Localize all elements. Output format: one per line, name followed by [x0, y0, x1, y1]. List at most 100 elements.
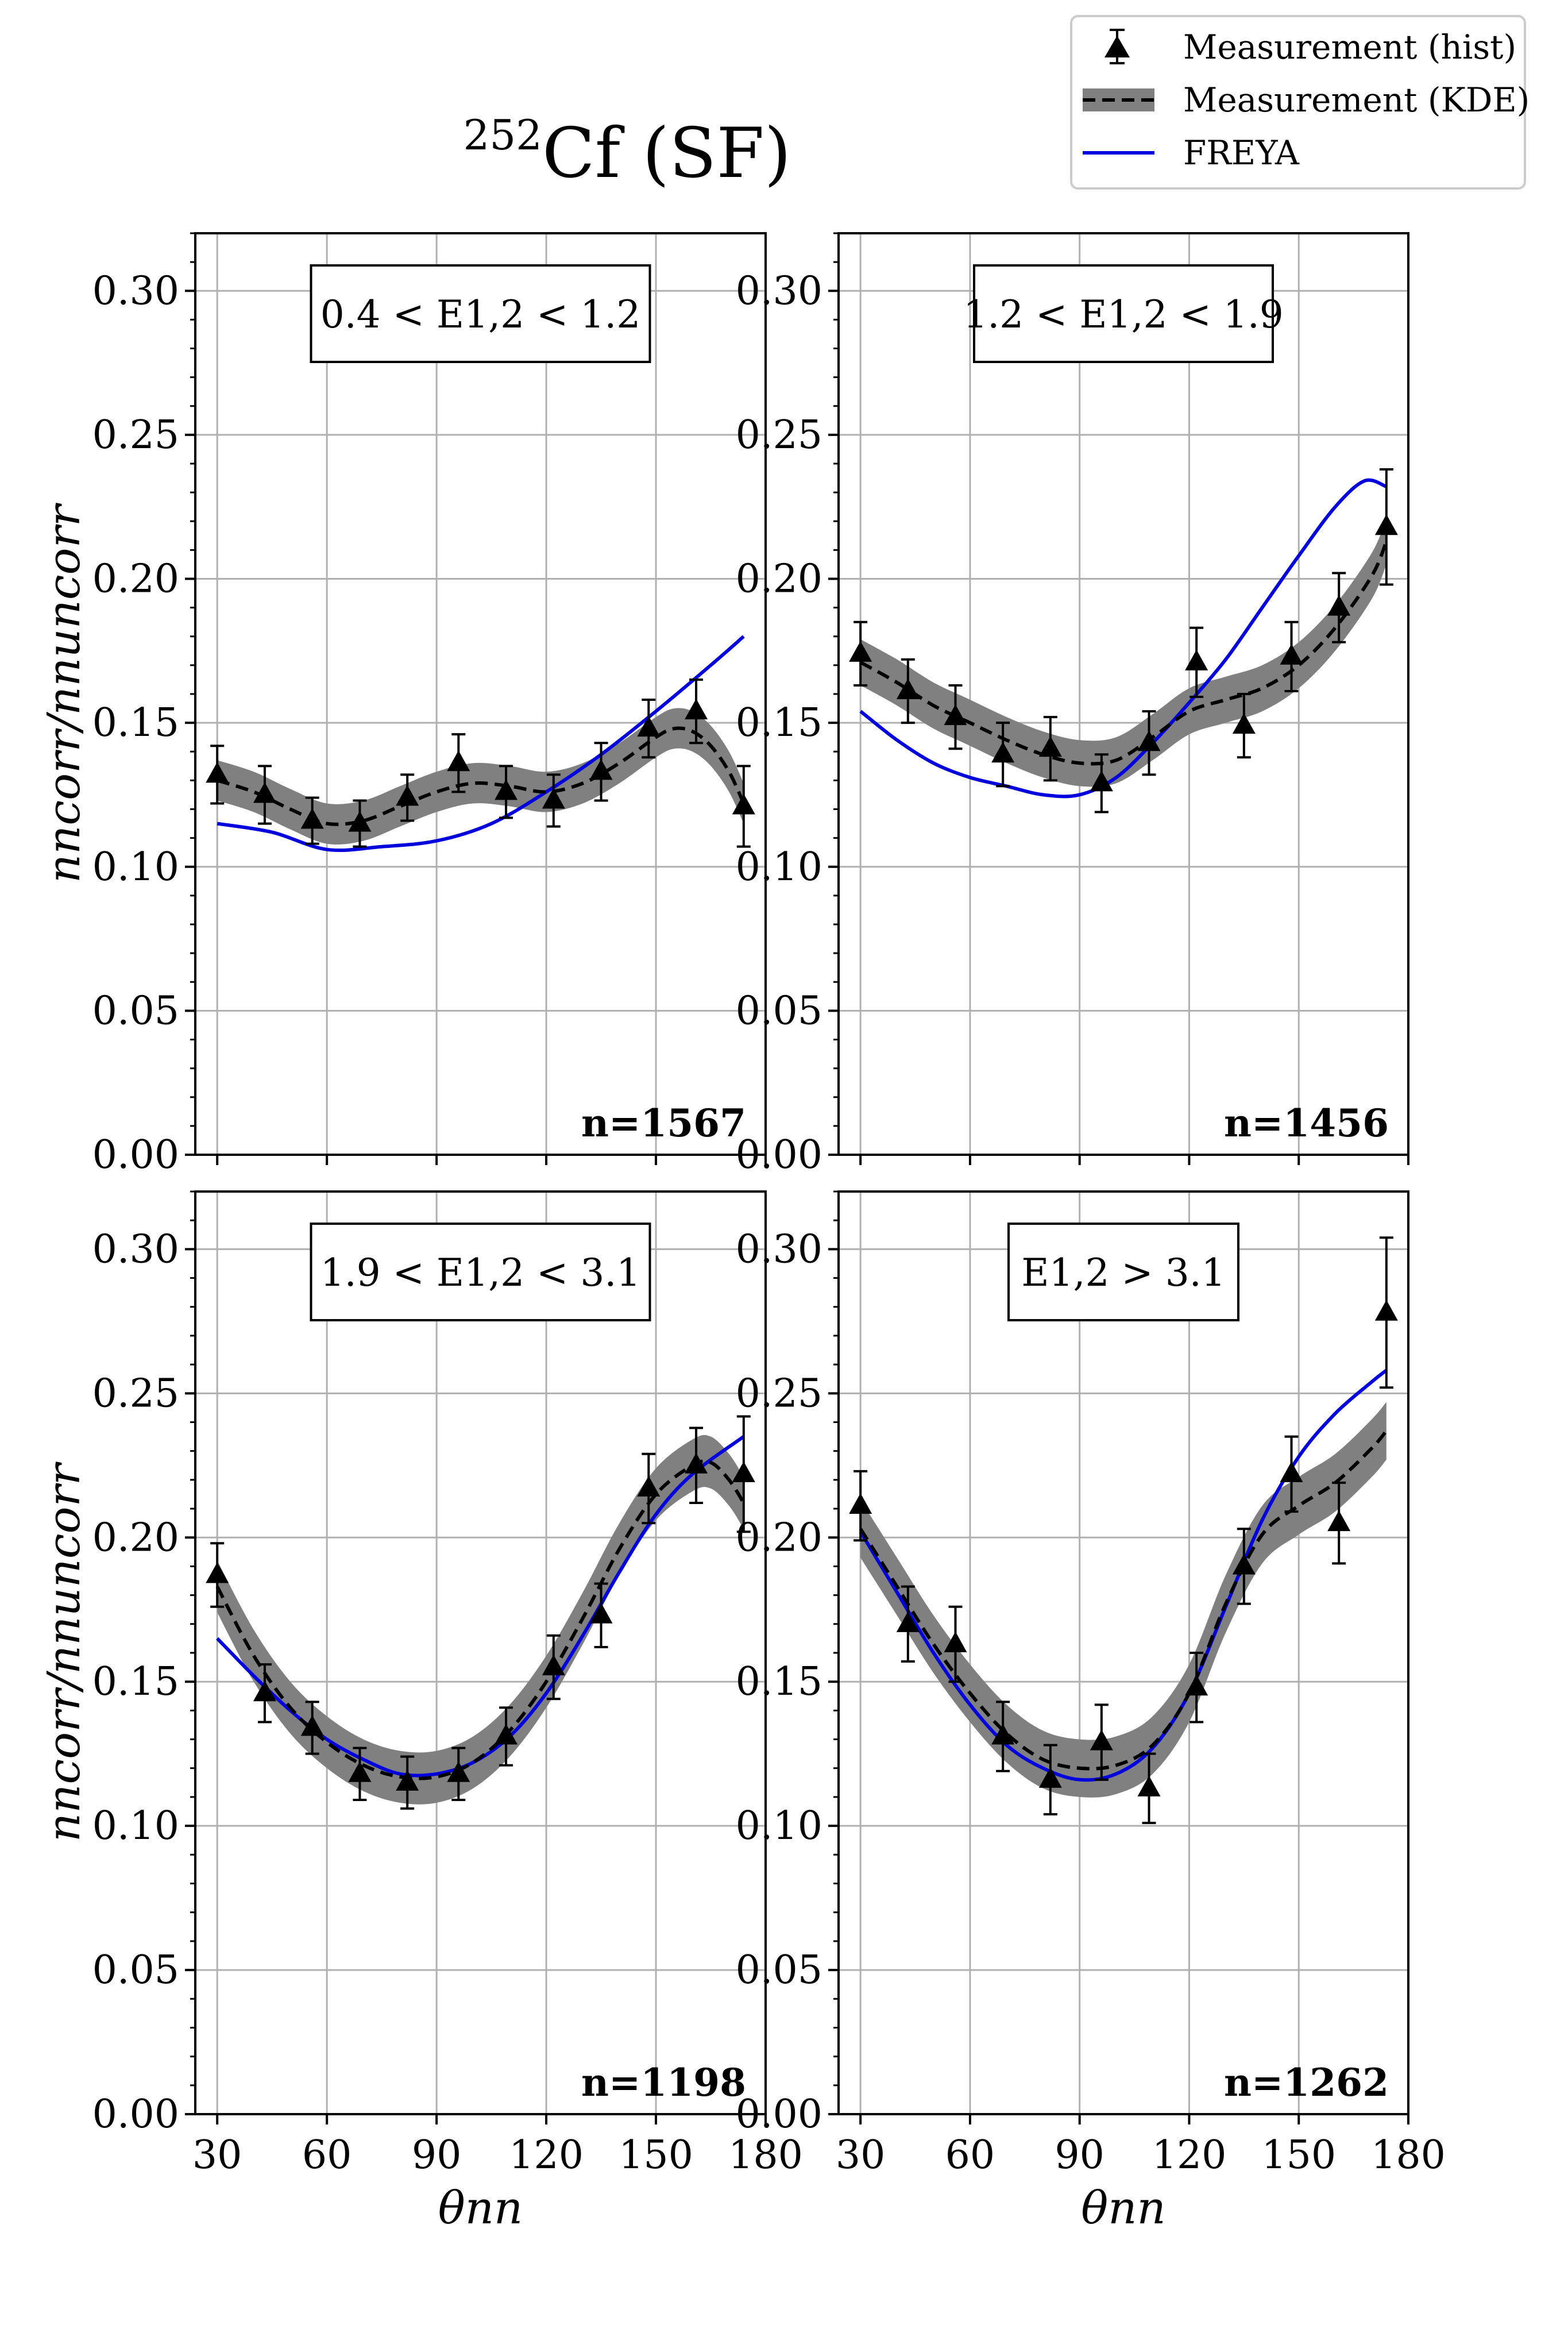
hist-marker: [944, 704, 967, 726]
y-tick-label: 0.25: [92, 1371, 179, 1416]
title-superscript: 252: [464, 111, 542, 159]
kde-uncertainty-band: [860, 518, 1387, 787]
y-tick-label: 0.00: [92, 1132, 179, 1178]
hist-marker: [1038, 1767, 1062, 1788]
y-tick-label: 0.30: [736, 1227, 822, 1272]
y-tick-label: 0.20: [736, 1515, 822, 1560]
hist-marker: [542, 788, 565, 809]
hist-point: [1137, 710, 1161, 776]
hist-point: [300, 796, 324, 845]
energy-range-box: [310, 264, 651, 363]
hist-point: [206, 745, 229, 805]
hist-point: [1090, 753, 1113, 813]
x-tick-label: 30: [192, 2133, 242, 2178]
hist-point: [447, 1746, 470, 1801]
kde-uncertainty-band: [860, 1402, 1387, 1798]
hist-marker: [206, 1562, 229, 1583]
hist-point: [1280, 620, 1303, 692]
hist-point: [1038, 1744, 1062, 1816]
hist-point: [896, 1585, 920, 1663]
y-tick-label: 0.05: [92, 1948, 179, 1993]
y-tick-label: 0.00: [92, 2092, 179, 2137]
hist-marker: [1185, 649, 1208, 670]
hist-marker: [732, 1461, 755, 1482]
legend-item-kde: Measurement (KDE): [1083, 80, 1530, 119]
legend-item-hist: Measurement (hist): [1104, 28, 1516, 67]
hist-marker: [1137, 730, 1161, 751]
y-tick-label: 0.15: [736, 700, 822, 746]
hist-marker: [1327, 1510, 1351, 1532]
hist-point: [589, 1582, 613, 1648]
hist-marker: [589, 759, 613, 780]
legend: Measurement (hist) Measurement (KDE) FRE…: [1070, 15, 1530, 190]
hist-point: [685, 1426, 708, 1505]
hist-point: [348, 799, 372, 848]
freya-line: [859, 1368, 1388, 1782]
y-tick-label: 0.30: [736, 268, 822, 314]
x-tick-label: 90: [1055, 2133, 1104, 2178]
hist-marker: [1137, 1775, 1161, 1796]
y-tick-label: 0.15: [92, 700, 179, 746]
legend-hist-label: Measurement (hist): [1183, 28, 1516, 67]
hist-point: [253, 1663, 276, 1723]
x-tick-label: 120: [1152, 2133, 1227, 2178]
hist-point: [1327, 1481, 1351, 1565]
hist-marker: [896, 678, 920, 699]
hist-marker: [685, 1452, 708, 1474]
energy-range-label: 0.4 < E1,2 < 1.2: [320, 292, 641, 337]
energy-range-box: [1007, 1223, 1239, 1321]
hist-marker: [447, 1761, 470, 1782]
hist-marker: [396, 1769, 419, 1791]
x-tick-label: 120: [509, 2133, 584, 2178]
y-tick-label: 0.00: [736, 1132, 822, 1178]
hist-point: [944, 1605, 967, 1683]
count-label: n=1456: [1224, 1101, 1389, 1146]
legend-kde-label: Measurement (KDE): [1183, 80, 1530, 119]
hist-marker: [637, 716, 661, 737]
hist-point: [1232, 693, 1256, 759]
y-tick-label: 0.15: [736, 1659, 822, 1705]
y-tick-label: 0.15: [92, 1659, 179, 1705]
panel-bottom-left: 0.00 0.05 0.10 0.15 0.20 0.25 0.30 30 60 90 120 150…: [38, 1190, 803, 2234]
y-tick-label: 0.20: [92, 557, 179, 602]
hist-marker: [542, 1655, 565, 1676]
hist-marker: [1038, 736, 1062, 757]
hist-point: [1137, 1752, 1161, 1825]
legend-frame: [1070, 15, 1526, 190]
energy-range-label: 1.9 < E1,2 < 3.1: [320, 1251, 641, 1295]
y-tick-label: 0.25: [92, 412, 179, 458]
x-axis-label: θnn: [438, 2183, 523, 2234]
hist-marker: [348, 811, 372, 832]
hist-marker: [637, 1475, 661, 1497]
panel-top-right: 0.00 0.05 0.10 0.15 0.20 0.25 0.30 1.2 < E1,2 <…: [736, 232, 1409, 1178]
x-axis-label: θnn: [1081, 2183, 1165, 2234]
x-tick-label: 60: [945, 2133, 995, 2178]
hist-point: [1374, 468, 1398, 586]
legend-freya-label: FREYA: [1183, 133, 1300, 172]
hist-point: [495, 1706, 518, 1767]
hist-point: [396, 1755, 419, 1810]
hist-point: [495, 765, 518, 819]
hist-point: [1232, 1528, 1256, 1605]
hist-point: [849, 620, 872, 687]
hist-marker: [495, 779, 518, 800]
legend-item-freya: FREYA: [1083, 133, 1300, 172]
y-axis-label: nncorr/nnuncorr: [38, 1461, 90, 1842]
y-tick-label: 0.25: [736, 1371, 822, 1416]
x-tick-label: 60: [302, 2133, 352, 2178]
energy-range-box: [310, 1223, 651, 1321]
hist-marker: [348, 1761, 372, 1782]
y-tick-label: 0.10: [736, 1803, 822, 1849]
hist-point: [991, 722, 1015, 788]
hist-marker: [1090, 1729, 1113, 1750]
hist-marker: [732, 793, 755, 815]
kde-line: [859, 1429, 1388, 1771]
panel-top-left: 0.00 0.05 0.10 0.15 0.20 0.25 0.30 nncorr/nnunc…: [38, 232, 767, 1178]
energy-range-box: [973, 264, 1274, 363]
hist-point: [849, 1470, 872, 1542]
hist-point: [944, 684, 967, 750]
hist-marker: [896, 1611, 920, 1632]
y-tick-label: 0.05: [736, 1948, 822, 1993]
